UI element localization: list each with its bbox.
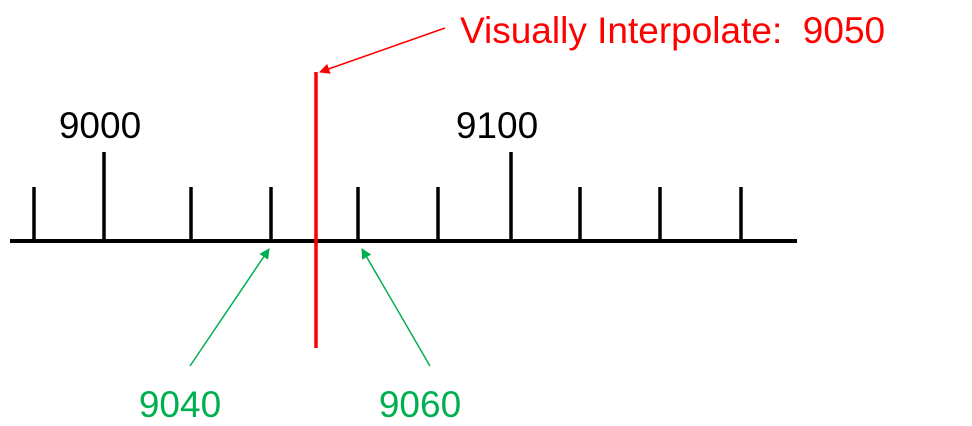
major-label: 9000: [59, 105, 141, 146]
annotation: Visually Interpolate: 9050: [460, 10, 885, 51]
ticks: [32, 152, 743, 241]
arrow-left: [189, 248, 270, 367]
annotation-arrow: [319, 27, 446, 74]
arrow-label: 9040: [139, 384, 221, 425]
arrow-right: [361, 248, 431, 367]
arrow-label: 9060: [379, 384, 461, 425]
major-label: 9100: [456, 105, 538, 146]
